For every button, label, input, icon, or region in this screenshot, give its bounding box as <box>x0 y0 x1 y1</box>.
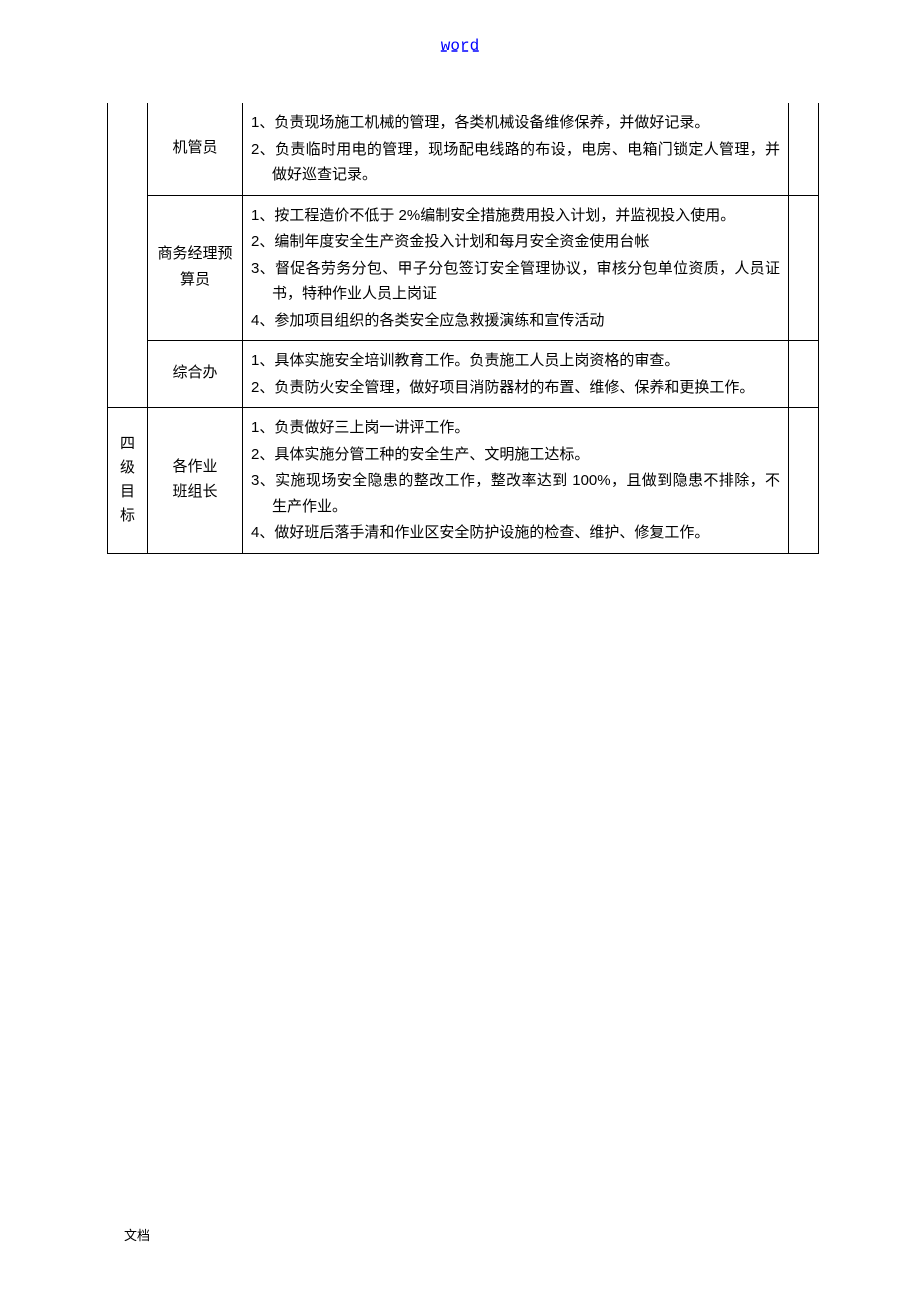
role-cell: 商务经理预算员 <box>148 195 243 341</box>
content-item: 2、编制年度安全生产资金投入计划和每月安全资金使用台帐 <box>251 229 780 255</box>
header-link[interactable]: word <box>441 37 479 55</box>
role-cell: 机管员 <box>148 103 243 195</box>
content-item: 4、做好班后落手清和作业区安全防护设施的检查、维护、修复工作。 <box>251 520 780 546</box>
content-item: 3、实施现场安全隐患的整改工作，整改率达到 100%，且做到隐患不排除，不生产作… <box>251 468 780 519</box>
table-row: 四级目标 各作业班组长 1、负责做好三上岗一讲评工作。 2、具体实施分管工种的安… <box>108 408 819 554</box>
content-item: 1、按工程造价不低于 2%编制安全措施费用投入计划，并监视投入使用。 <box>251 203 780 229</box>
role-cell: 综合办 <box>148 341 243 408</box>
content-cell: 1、具体实施安全培训教育工作。负责施工人员上岗资格的审查。 2、负责防火安全管理… <box>243 341 789 408</box>
footer-text: 文档 <box>124 1225 150 1244</box>
content-cell: 1、负责做好三上岗一讲评工作。 2、具体实施分管工种的安全生产、文明施工达标。 … <box>243 408 789 554</box>
main-table: 机管员 1、负责现场施工机械的管理，各类机械设备维修保养，并做好记录。 2、负责… <box>107 103 819 554</box>
content-item: 2、负责临时用电的管理，现场配电线路的布设，电房、电箱门锁定人管理，并做好巡查记… <box>251 137 780 188</box>
table-row: 机管员 1、负责现场施工机械的管理，各类机械设备维修保养，并做好记录。 2、负责… <box>108 103 819 195</box>
content-item: 2、负责防火安全管理，做好项目消防器材的布置、维修、保养和更换工作。 <box>251 375 780 401</box>
content-item: 1、具体实施安全培训教育工作。负责施工人员上岗资格的审查。 <box>251 348 780 374</box>
table-row: 综合办 1、具体实施安全培训教育工作。负责施工人员上岗资格的审查。 2、负责防火… <box>108 341 819 408</box>
empty-cell <box>789 341 819 408</box>
category-cell-1 <box>108 103 148 408</box>
empty-cell <box>789 195 819 341</box>
content-item: 4、参加项目组织的各类安全应急救援演练和宣传活动 <box>251 308 780 334</box>
table-row: 商务经理预算员 1、按工程造价不低于 2%编制安全措施费用投入计划，并监视投入使… <box>108 195 819 341</box>
main-table-container: 机管员 1、负责现场施工机械的管理，各类机械设备维修保养，并做好记录。 2、负责… <box>107 103 819 554</box>
content-item: 2、具体实施分管工种的安全生产、文明施工达标。 <box>251 442 780 468</box>
content-item: 1、负责做好三上岗一讲评工作。 <box>251 415 780 441</box>
empty-cell <box>789 408 819 554</box>
content-cell: 1、负责现场施工机械的管理，各类机械设备维修保养，并做好记录。 2、负责临时用电… <box>243 103 789 195</box>
content-item: 3、督促各劳务分包、甲子分包签订安全管理协议，审核分包单位资质，人员证书，特种作… <box>251 256 780 307</box>
category-cell-2: 四级目标 <box>108 408 148 554</box>
content-item: 1、负责现场施工机械的管理，各类机械设备维修保养，并做好记录。 <box>251 110 780 136</box>
content-cell: 1、按工程造价不低于 2%编制安全措施费用投入计划，并监视投入使用。 2、编制年… <box>243 195 789 341</box>
empty-cell <box>789 103 819 195</box>
role-cell: 各作业班组长 <box>148 408 243 554</box>
